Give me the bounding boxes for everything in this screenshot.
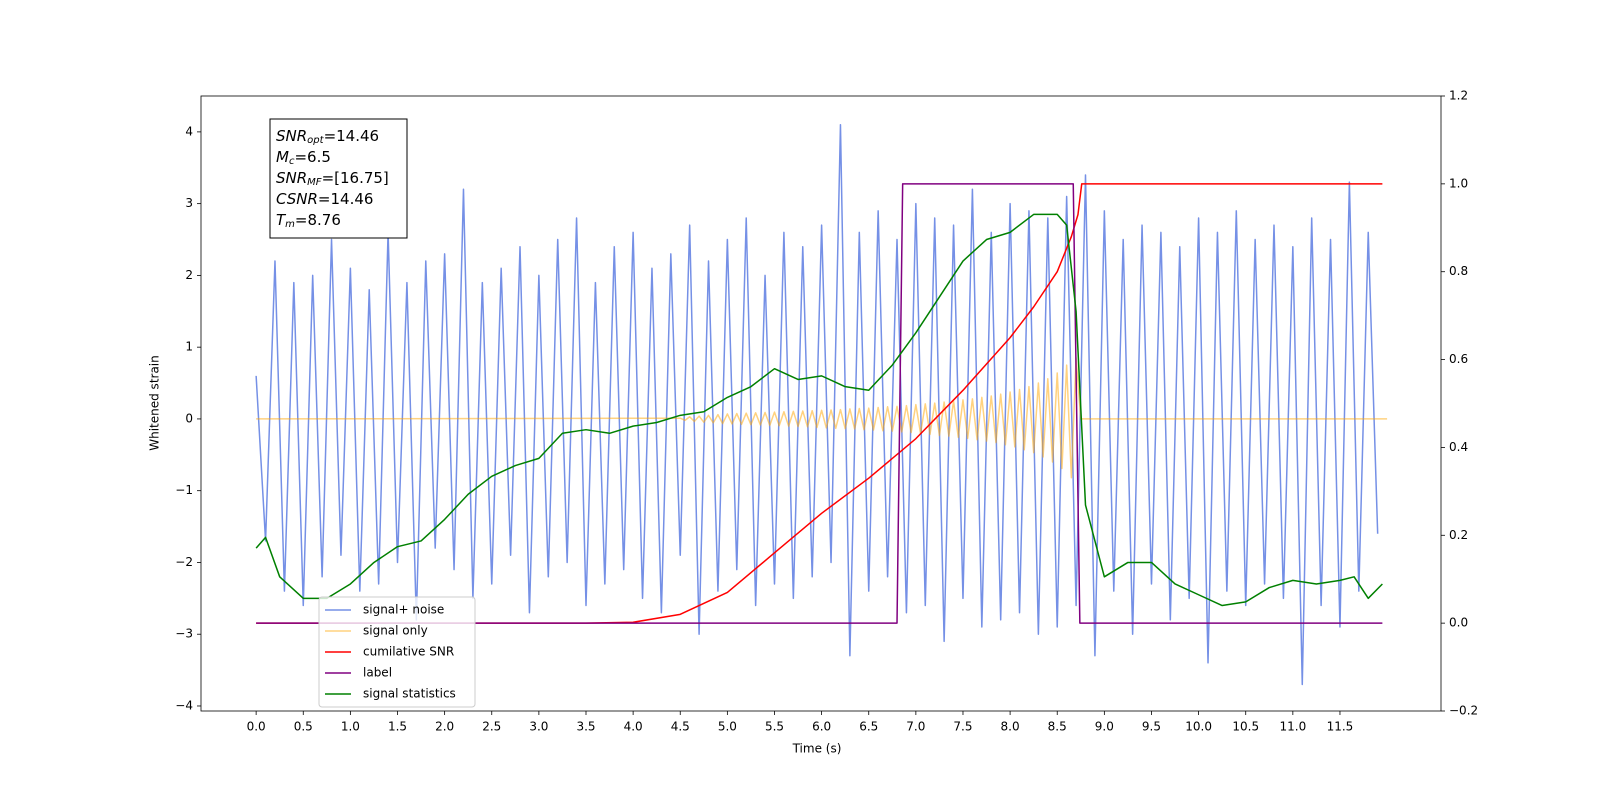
annotation-value: =6.5 bbox=[294, 148, 330, 166]
y2-tick-label: −0.2 bbox=[1449, 704, 1478, 718]
y2-tick-label: 0.6 bbox=[1449, 352, 1468, 366]
legend-label: cumilative SNR bbox=[363, 645, 454, 659]
y-tick-label: −4 bbox=[175, 698, 193, 712]
y-tick-label: −3 bbox=[175, 627, 193, 641]
annotation-symbol: CSNR bbox=[276, 190, 318, 208]
x-tick-label: 10.0 bbox=[1185, 720, 1212, 734]
y2-tick-label: 1.0 bbox=[1449, 176, 1468, 190]
x-tick-label: 5.5 bbox=[765, 720, 784, 734]
series-line bbox=[256, 183, 1383, 624]
x-tick-label: 7.5 bbox=[953, 720, 972, 734]
annotation-box: SNRopt=14.46Mc=6.5SNRMF=[16.75]CSNR=14.4… bbox=[269, 118, 408, 239]
x-tick-label: 6.5 bbox=[859, 720, 878, 734]
annotation: SNRopt=14.46 bbox=[276, 127, 379, 147]
x-tick-label: 1.0 bbox=[341, 720, 360, 734]
annotation-symbol: M bbox=[276, 148, 289, 166]
annotation-subscript: c bbox=[289, 156, 295, 167]
series-line bbox=[256, 357, 1388, 479]
annotation: SNRMF=[16.75] bbox=[276, 169, 389, 189]
annotation-subscript: opt bbox=[307, 135, 324, 146]
y2-tick-label: 1.2 bbox=[1449, 89, 1468, 103]
legend: signal+ noise signal only cumilative SNR la… bbox=[318, 596, 476, 708]
x-tick-label: 11.5 bbox=[1327, 720, 1354, 734]
x-tick-label: 6.0 bbox=[812, 720, 831, 734]
x-tick-label: 9.5 bbox=[1142, 720, 1161, 734]
y-tick-label: 0 bbox=[185, 411, 193, 425]
x-tick-label: 0.5 bbox=[294, 720, 313, 734]
x-tick-label: 8.0 bbox=[1001, 720, 1020, 734]
x-axis-label: Time (s) bbox=[792, 742, 842, 756]
y2-tick-label: 0.2 bbox=[1449, 528, 1468, 542]
y-tick-label: 3 bbox=[185, 196, 193, 210]
y2-tick-label: 0.0 bbox=[1449, 616, 1468, 630]
x-tick-label: 0.0 bbox=[247, 720, 266, 734]
x-tick-label: 4.5 bbox=[671, 720, 690, 734]
x-tick-label: 2.5 bbox=[482, 720, 501, 734]
legend-label: signal statistics bbox=[363, 687, 456, 701]
annotation-symbol: SNR bbox=[276, 169, 307, 187]
y2-tick-label: 0.4 bbox=[1449, 440, 1468, 454]
annotation: Tm=8.76 bbox=[276, 211, 341, 231]
annotation-value: =14.46 bbox=[318, 190, 374, 208]
annotation-value: =8.76 bbox=[295, 211, 341, 229]
y-tick-label: −2 bbox=[175, 555, 193, 569]
legend-label: signal+ noise bbox=[363, 603, 444, 617]
annotation-border bbox=[269, 118, 408, 239]
x-tick-label: 9.0 bbox=[1095, 720, 1114, 734]
x-tick-label: 3.0 bbox=[529, 720, 548, 734]
x-tick-label: 3.5 bbox=[576, 720, 595, 734]
legend-label: label bbox=[363, 666, 392, 680]
plot-area bbox=[255, 123, 1388, 686]
annotation-subscript: m bbox=[285, 219, 295, 230]
x-tick-label: 11.0 bbox=[1279, 720, 1306, 734]
series-line bbox=[255, 213, 1383, 607]
annotation-value: =[16.75] bbox=[322, 169, 389, 187]
annotation-subscript: MF bbox=[307, 177, 322, 188]
annotation-symbol: SNR bbox=[276, 127, 307, 145]
series-line bbox=[255, 123, 1379, 686]
annotation: Mc=6.5 bbox=[276, 148, 331, 168]
y-tick-label: 1 bbox=[185, 340, 193, 354]
annotation-value: =14.46 bbox=[324, 127, 380, 145]
annotation: CSNR=14.46 bbox=[276, 190, 373, 208]
y-tick-label: 4 bbox=[185, 124, 193, 138]
y-tick-label: 2 bbox=[185, 268, 193, 282]
legend-frame bbox=[318, 596, 476, 708]
x-tick-label: 2.0 bbox=[435, 720, 454, 734]
x-tick-label: 1.5 bbox=[388, 720, 407, 734]
x-tick-label: 5.0 bbox=[718, 720, 737, 734]
x-tick-label: 4.0 bbox=[624, 720, 643, 734]
x-tick-label: 7.0 bbox=[906, 720, 925, 734]
y2-tick-label: 0.8 bbox=[1449, 264, 1468, 278]
y-tick-label: −1 bbox=[175, 483, 193, 497]
x-tick-label: 10.5 bbox=[1232, 720, 1259, 734]
annotation-symbol: T bbox=[276, 211, 287, 229]
axes-frame bbox=[200, 95, 1442, 712]
legend-label: signal only bbox=[363, 624, 428, 638]
y-axis-label: Whitened strain bbox=[148, 355, 162, 451]
x-tick-label: 8.5 bbox=[1048, 720, 1067, 734]
